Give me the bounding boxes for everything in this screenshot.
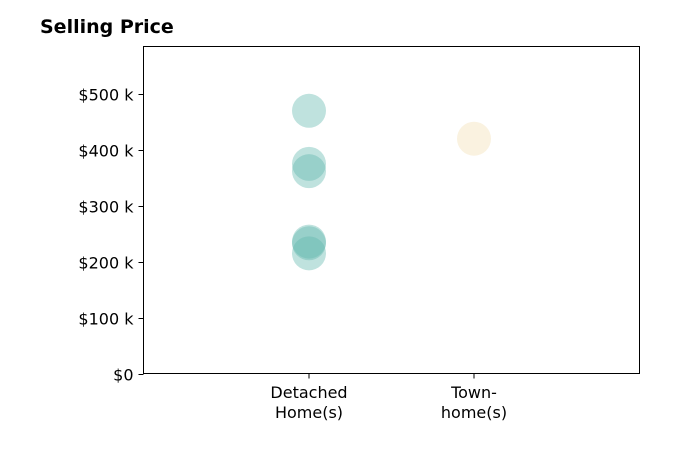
data-point	[292, 224, 326, 259]
y-tick-label: $0	[113, 366, 133, 385]
data-point	[292, 93, 326, 128]
data-points	[292, 93, 491, 271]
chart-title: Selling Price	[40, 16, 174, 38]
x-tick-label: Home(s)	[275, 403, 343, 422]
data-point	[457, 121, 491, 156]
y-tick-label: $100 k	[78, 310, 134, 329]
y-tick-label: $500 k	[78, 86, 134, 105]
y-axis: $0 $100 k $200 k $300 k $400 k $500 k	[78, 86, 144, 385]
y-tick-label: $400 k	[78, 142, 134, 161]
data-point	[292, 154, 326, 189]
x-tick-label: Detached	[270, 383, 347, 402]
data-point	[292, 146, 326, 181]
data-point	[292, 226, 326, 261]
plot-frame	[143, 46, 640, 374]
x-tick-label: home(s)	[441, 403, 507, 422]
x-tick-label: Town-	[450, 383, 497, 402]
data-point	[292, 236, 326, 271]
y-tick-label: $300 k	[78, 198, 134, 217]
y-tick-label: $200 k	[78, 254, 134, 273]
